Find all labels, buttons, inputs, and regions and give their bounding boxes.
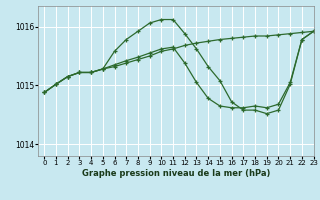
X-axis label: Graphe pression niveau de la mer (hPa): Graphe pression niveau de la mer (hPa): [82, 169, 270, 178]
